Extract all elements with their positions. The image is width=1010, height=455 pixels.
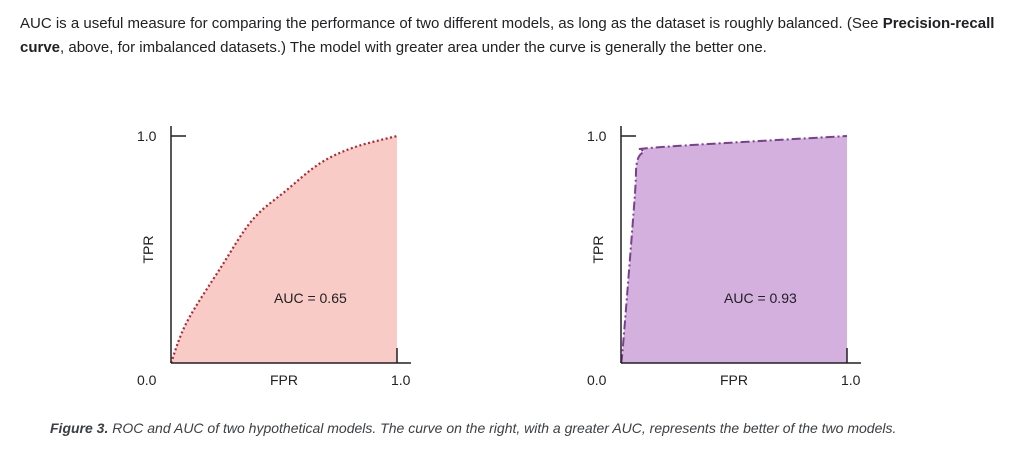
figure-caption: Figure 3. ROC and AUC of two hypothetica… <box>50 420 896 436</box>
y-tick-label: 1.0 <box>587 128 607 144</box>
roc-curve <box>620 135 848 364</box>
roc-chart-1: 1.0 0.0 1.0 FPR TPR AUC = 0.65 <box>137 126 411 388</box>
intro-paragraph: AUC is a useful measure for comparing th… <box>20 12 1000 60</box>
x-tick-label: 1.0 <box>391 372 411 388</box>
auc-area <box>621 136 847 363</box>
intro-text: AUC is a useful measure for comparing th… <box>20 15 883 32</box>
caption-text: ROC and AUC of two hypothetical models. … <box>108 420 897 436</box>
y-axis-label: TPR <box>140 236 156 264</box>
precision-recall-link[interactable]: Precision-recall curve <box>20 15 995 56</box>
x-tick-label: 1.0 <box>841 372 861 388</box>
roc-curve <box>169 134 398 364</box>
auc-area <box>171 136 397 363</box>
roc-chart-2: 1.0 0.0 1.0 FPR TPR AUC = 0.93 <box>587 126 861 388</box>
x-tick-label: 0.0 <box>137 372 157 388</box>
y-axis-label: TPR <box>590 236 606 264</box>
intro-text-2: , above, for imbalanced datasets.) The m… <box>60 39 767 56</box>
auc-annotation: AUC = 0.65 <box>274 290 347 306</box>
caption-label: Figure 3. <box>50 420 109 436</box>
auc-annotation: AUC = 0.93 <box>724 290 797 306</box>
x-axis-label: FPR <box>720 372 748 388</box>
x-tick-label: 0.0 <box>587 372 607 388</box>
y-tick-label: 1.0 <box>137 128 157 144</box>
x-axis-label: FPR <box>270 372 298 388</box>
